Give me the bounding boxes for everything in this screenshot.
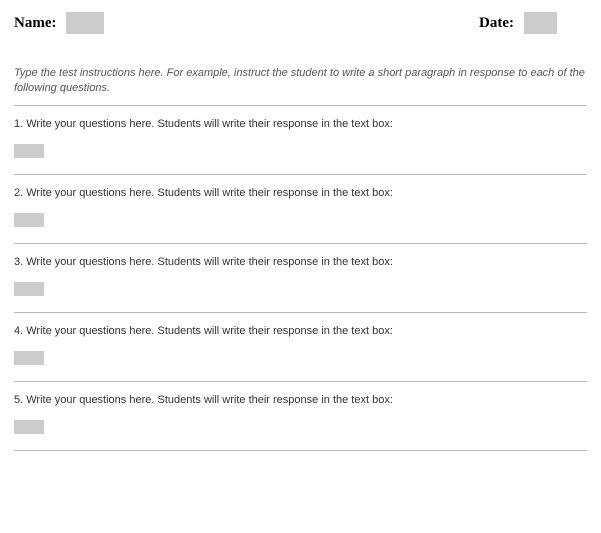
date-input[interactable] — [524, 12, 557, 34]
answer-input[interactable] — [14, 351, 44, 365]
answer-input[interactable] — [14, 144, 44, 158]
answer-input[interactable] — [14, 420, 44, 434]
question-text: 5. Write your questions here. Students w… — [14, 394, 587, 406]
questions-container: 1. Write your questions here. Students w… — [14, 106, 587, 451]
divider — [14, 450, 587, 451]
instructions-text: Type the test instructions here. For exa… — [14, 66, 587, 97]
question-block: 5. Write your questions here. Students w… — [14, 382, 587, 450]
date-label: Date: — [479, 15, 514, 32]
answer-input[interactable] — [14, 282, 44, 296]
question-block: 2. Write your questions here. Students w… — [14, 175, 587, 243]
question-block: 3. Write your questions here. Students w… — [14, 244, 587, 312]
question-text: 4. Write your questions here. Students w… — [14, 325, 587, 337]
question-block: 1. Write your questions here. Students w… — [14, 106, 587, 174]
name-label: Name: — [14, 15, 56, 32]
question-text: 1. Write your questions here. Students w… — [14, 118, 587, 130]
question-text: 2. Write your questions here. Students w… — [14, 187, 587, 199]
name-input[interactable] — [66, 12, 104, 34]
question-text: 3. Write your questions here. Students w… — [14, 256, 587, 268]
header-row: Name: Date: — [14, 12, 587, 34]
answer-input[interactable] — [14, 213, 44, 227]
question-block: 4. Write your questions here. Students w… — [14, 313, 587, 381]
